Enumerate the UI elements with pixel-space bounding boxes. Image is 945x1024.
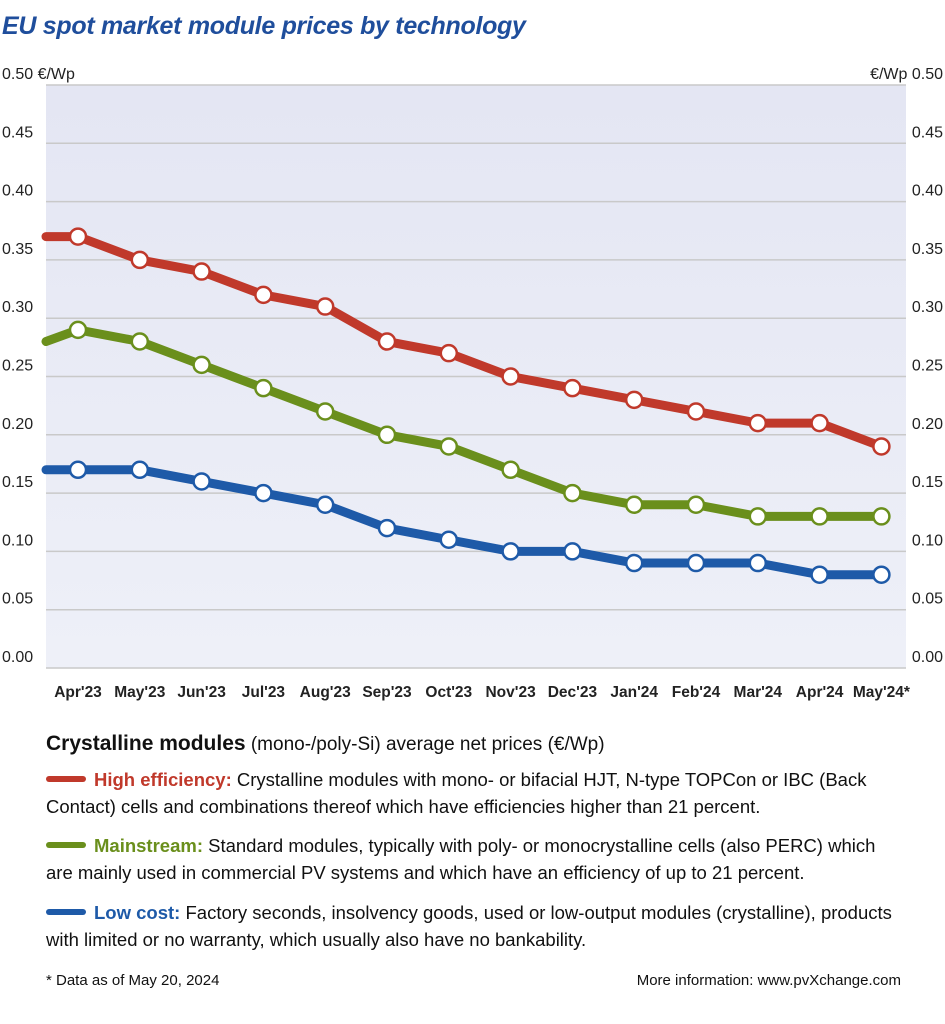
legend-item-mainstream: Mainstream: Standard modules, typically … [46, 832, 906, 886]
data-point-main [439, 437, 459, 456]
data-point-low [254, 483, 273, 503]
data-point-high [192, 262, 211, 281]
data-point-low [624, 553, 644, 573]
data-point-high [254, 285, 273, 305]
y-tick-label-right: 0.00 [912, 649, 943, 666]
x-tick-label: Jun'23 [177, 684, 226, 701]
legend-item-high-efficiency: High efficiency: Crystalline modules wit… [46, 766, 906, 820]
y-tick-label-left: 0.30 [2, 299, 33, 316]
legend-name: High efficiency: [94, 769, 232, 790]
data-point-high [810, 413, 829, 433]
data-point-high [68, 227, 88, 246]
y-tick-label-left: 0.15 [2, 474, 33, 491]
footnote: * Data as of May 20, 2024 [46, 972, 220, 989]
y-tick-label-left: 0.35 [2, 241, 33, 258]
y-tick-label-left: 0.25 [2, 358, 33, 375]
data-point-low [748, 553, 768, 573]
y-tick-label-right: 0.20 [912, 416, 943, 433]
legend-swatch-low [46, 909, 86, 916]
legend-swatch-main [46, 842, 86, 849]
x-tick-label: Mar'24 [734, 684, 783, 701]
y-tick-label-left: 0.00 [2, 649, 33, 666]
legend-heading-rest: (mono-/poly-Si) average net prices (€/Wp… [245, 734, 605, 755]
x-tick-label: Apr'23 [54, 684, 102, 701]
y-axis-top-label-left: 0.50 €/Wp [2, 66, 75, 83]
y-axis-top-label-right: €/Wp 0.50 [870, 66, 943, 83]
data-point-high [748, 413, 768, 433]
y-tick-label-right: 0.40 [912, 183, 943, 200]
data-point-main [130, 332, 150, 351]
data-point-low [377, 518, 397, 538]
legend-name: Mainstream: [94, 835, 203, 856]
y-tick-label-right: 0.10 [912, 532, 943, 549]
y-tick-label-right: 0.45 [912, 124, 943, 141]
data-point-main [624, 495, 644, 515]
data-point-main [810, 507, 829, 526]
x-tick-label: Nov'23 [485, 684, 536, 701]
x-tick-label: Oct'23 [425, 684, 472, 701]
y-tick-label-left: 0.45 [2, 124, 33, 141]
y-tick-label-left: 0.40 [2, 183, 33, 200]
data-point-main [68, 320, 88, 340]
data-point-high [563, 378, 582, 398]
x-tick-label: Sep'23 [362, 684, 412, 701]
y-tick-label-right: 0.30 [912, 299, 943, 316]
legend-text: Crystalline modules with mono- or bifaci… [46, 769, 867, 817]
x-tick-label: Aug'23 [300, 684, 351, 701]
data-point-main [563, 483, 582, 503]
legend-heading: Crystalline modules (mono-/poly-Si) aver… [46, 732, 906, 756]
data-point-low [686, 553, 706, 573]
y-tick-label-right: 0.15 [912, 474, 943, 491]
data-point-main [254, 378, 273, 398]
data-point-main [377, 425, 397, 445]
legend-item-low-cost: Low cost: Factory seconds, insolvency go… [46, 899, 906, 953]
x-tick-label: Dec'23 [548, 684, 598, 701]
data-point-low [810, 565, 829, 584]
data-point-low [315, 495, 335, 515]
data-point-high [130, 250, 150, 270]
data-point-low [563, 542, 582, 561]
y-tick-label-left: 0.20 [2, 416, 33, 433]
data-point-main [315, 402, 335, 421]
x-tick-label: Apr'24 [796, 684, 844, 701]
data-point-high [315, 297, 335, 316]
x-tick-label: Feb'24 [672, 684, 721, 701]
data-point-high [624, 390, 644, 410]
data-point-main [501, 460, 520, 480]
y-tick-label-left: 0.10 [2, 532, 33, 549]
x-tick-label: May'23 [114, 684, 165, 701]
y-tick-label-right: 0.25 [912, 358, 943, 375]
data-point-low [501, 542, 520, 561]
data-point-main [872, 507, 891, 526]
legend-swatch-high [46, 776, 86, 783]
data-point-high [501, 367, 520, 386]
line-chart: 0.00 0.00 0.05 0.05 0.10 0.10 0.15 0.15 0.20 0.20… [2, 66, 943, 701]
legend-heading-strong: Crystalline modules [46, 732, 246, 755]
data-point-high [686, 402, 706, 421]
legend-text: Standard modules, typically with poly- o… [46, 835, 876, 883]
data-point-main [192, 355, 211, 375]
legend-name: Low cost: [94, 902, 181, 923]
data-point-low [192, 472, 211, 491]
x-tick-label: Jul'23 [242, 684, 286, 701]
data-point-low [872, 565, 891, 584]
data-point-low [68, 460, 88, 480]
source-link[interactable]: More information: www.pvXchange.com [636, 972, 901, 989]
data-point-low [439, 530, 459, 549]
data-point-main [686, 495, 706, 515]
data-point-low [130, 460, 150, 480]
data-point-high [872, 437, 891, 456]
data-point-main [748, 507, 768, 526]
chart-title: EU spot market module prices by technolo… [2, 12, 526, 40]
y-tick-label-right: 0.35 [912, 241, 943, 258]
y-tick-label-right: 0.05 [912, 591, 943, 608]
data-point-high [439, 343, 459, 363]
x-tick-label: May'24* [853, 684, 911, 701]
data-point-high [377, 332, 397, 351]
x-tick-label: Jan'24 [610, 684, 658, 701]
legend-text: Factory seconds, insolvency goods, used … [46, 902, 892, 950]
y-tick-label-left: 0.05 [2, 591, 33, 608]
